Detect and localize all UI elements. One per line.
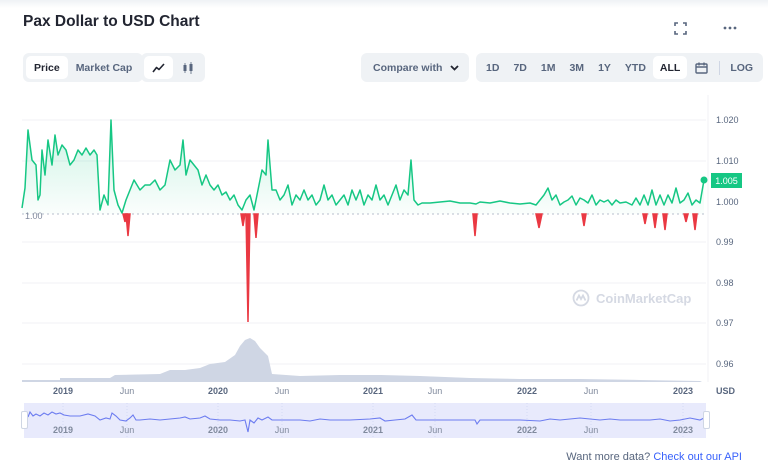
y-tick: 1.020 [716, 115, 739, 125]
y-tick: 1.000 [716, 197, 739, 207]
range-1y[interactable]: 1Y [598, 61, 611, 74]
compare-with-dropdown[interactable]: Compare with [361, 53, 469, 82]
watermark: CoinMarketCap [572, 289, 691, 307]
navigator-x-tick: 2019 [52, 425, 74, 435]
coinmarketcap-logo-icon [572, 289, 590, 307]
navigator-x-tick: 2023 [672, 425, 694, 435]
range-1m[interactable]: 1M [540, 61, 556, 74]
header-actions [672, 20, 738, 36]
range-3m[interactable]: 3M [569, 61, 585, 74]
tab-market-cap[interactable]: Market Cap [75, 61, 133, 74]
navigator-left-handle[interactable] [21, 411, 28, 429]
volume-bars [22, 338, 702, 382]
x-tick: 2023 [672, 386, 694, 396]
y-tick: 0.98 [716, 278, 734, 288]
footer: Want more data? Check out our API [566, 451, 742, 463]
price-chart[interactable] [0, 95, 768, 440]
date-range-button[interactable] [687, 56, 716, 79]
y-tick: 1.010 [716, 156, 739, 166]
navigator-x-tick: Jun [583, 425, 599, 435]
api-link[interactable]: Check out our API [653, 451, 742, 463]
range-all[interactable]: ALL [652, 56, 688, 79]
x-tick: 2022 [516, 386, 538, 396]
navigator-x-tick: 2022 [516, 425, 538, 435]
navigator-x-tick: Jun [274, 425, 290, 435]
navigator-right-handle[interactable] [703, 411, 710, 429]
page-title: Pax Dollar to USD Chart [23, 13, 200, 30]
top-fade [0, 0, 768, 8]
navigator-x-tick: 2021 [362, 425, 384, 435]
current-price-badge: 1.005 [711, 173, 742, 188]
candlestick-button[interactable] [173, 56, 202, 79]
x-tick: Jun [119, 386, 135, 396]
navigator-x-tick: Jun [427, 425, 443, 435]
watermark-text: CoinMarketCap [596, 290, 692, 306]
compare-with-label: Compare with [373, 61, 443, 74]
price-line [21, 119, 705, 214]
x-tick: 2019 [52, 386, 74, 396]
toolbar-divider [719, 60, 721, 75]
more-button[interactable] [722, 20, 738, 36]
navigator-line [27, 410, 705, 433]
x-tick: Jun [583, 386, 599, 396]
x-tick: Jun [427, 386, 443, 396]
navigator-x-tick: Jun [119, 425, 135, 435]
candlestick-icon [183, 61, 192, 74]
line-chart-icon [152, 62, 165, 72]
range-1d[interactable]: 1D [486, 61, 500, 74]
chart-type-toggle [141, 53, 205, 82]
x-tick: 2020 [207, 386, 229, 396]
x-tick: Jun [274, 386, 290, 396]
grid-lines [22, 95, 709, 382]
metric-tabs: Price Market Cap [23, 53, 144, 82]
below-baseline-dips [122, 213, 698, 323]
more-icon [723, 26, 737, 30]
calendar-icon [695, 62, 709, 74]
current-price-dot [700, 176, 708, 184]
y-tick: 0.97 [716, 318, 734, 328]
range-7d[interactable]: 7D [513, 61, 527, 74]
navigator-x-tick: 2020 [207, 425, 229, 435]
tab-price[interactable]: Price [26, 56, 68, 79]
y-tick: 0.99 [716, 237, 734, 247]
fullscreen-button[interactable] [672, 20, 688, 36]
currency-label: USD [716, 386, 736, 396]
baseline-label: 1.00 [25, 211, 43, 221]
y-tick: 0.96 [716, 359, 734, 369]
line-chart-button[interactable] [144, 56, 173, 79]
price-area [22, 120, 704, 214]
x-tick: 2021 [362, 386, 384, 396]
fullscreen-icon [673, 21, 687, 35]
time-range-selector: 1D 7D 1M 3M 1Y YTD ALL LOG [476, 53, 764, 82]
log-scale-toggle[interactable]: LOG [730, 61, 754, 74]
chevron-down-icon [450, 64, 459, 71]
footer-prefix: Want more data? [566, 451, 651, 463]
range-ytd[interactable]: YTD [624, 61, 646, 74]
